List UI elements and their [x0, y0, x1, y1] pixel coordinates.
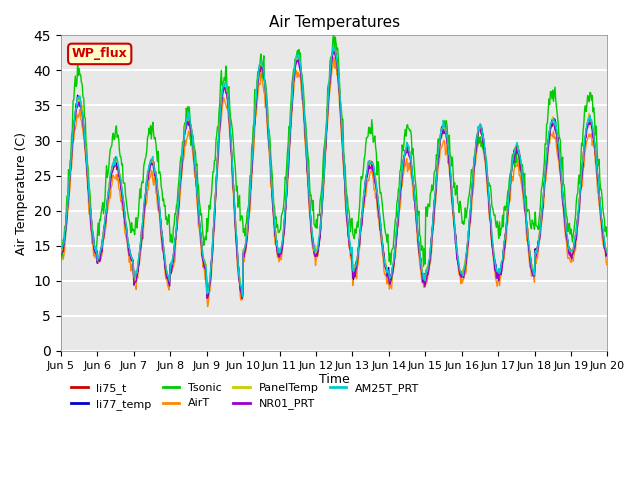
X-axis label: Time: Time [319, 373, 349, 386]
Y-axis label: Air Temperature (C): Air Temperature (C) [15, 132, 28, 254]
Title: Air Temperatures: Air Temperatures [269, 15, 400, 30]
Text: WP_flux: WP_flux [72, 48, 127, 60]
Legend: li75_t, li77_temp, Tsonic, AirT, PanelTemp, NR01_PRT, AM25T_PRT: li75_t, li77_temp, Tsonic, AirT, PanelTe… [67, 378, 424, 415]
